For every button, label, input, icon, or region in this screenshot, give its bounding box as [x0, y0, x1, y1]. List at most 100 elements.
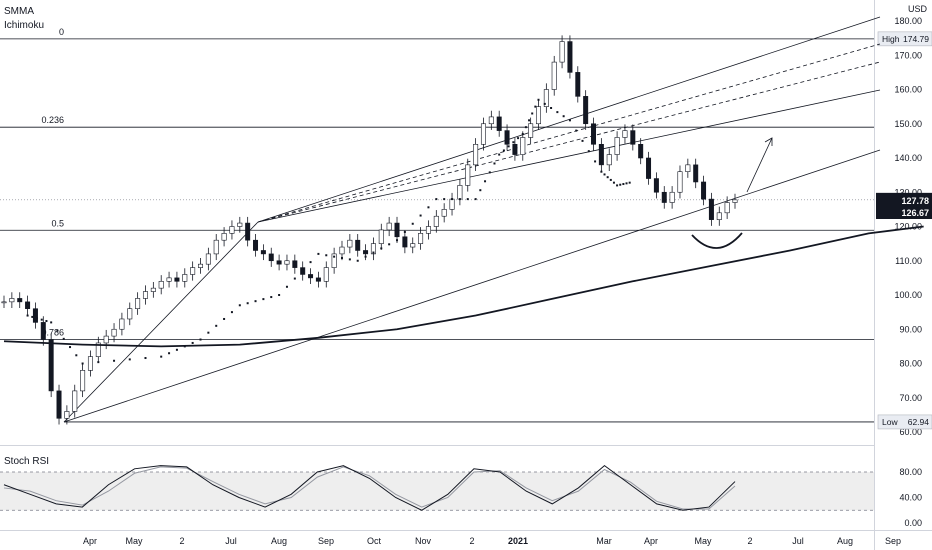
candle-body [575, 72, 581, 97]
ichimoku-dot [488, 171, 491, 174]
ichimoku-dot [160, 355, 163, 358]
ichimoku-dot [521, 133, 524, 136]
ichimoku-dot [528, 119, 531, 122]
candle-body [355, 239, 361, 251]
candle-body [638, 144, 644, 159]
candle-body [166, 277, 172, 282]
candle-body [1, 301, 7, 304]
fib-label: 0.236 [41, 115, 64, 125]
candle-body [606, 154, 612, 166]
ichimoku-dot [427, 206, 430, 209]
ichimoku-dot [246, 302, 249, 305]
candle-body [496, 116, 502, 131]
support-arc [691, 232, 743, 249]
candle-body [80, 370, 86, 392]
candle-body [40, 322, 46, 340]
indicator-ichimoku: Ichimoku [4, 20, 45, 31]
ichimoku-dot [550, 106, 553, 109]
ichimoku-dot [443, 198, 446, 201]
ichimoku-dot [388, 243, 391, 246]
time-tick-label: Nov [415, 536, 432, 546]
candle-body [441, 209, 447, 217]
ichimoku-dot [556, 111, 559, 114]
candle-body [331, 253, 337, 268]
candle-body [551, 61, 557, 90]
price-axis-border [874, 0, 875, 550]
time-tick-label: Oct [367, 536, 382, 546]
candle-body [410, 243, 416, 248]
ichimoku-dot [562, 115, 565, 118]
ichimoku-dot [411, 222, 414, 225]
fib-label: 0 [59, 27, 64, 37]
time-tick-label: Sep [318, 536, 334, 546]
ichimoku-dot [293, 277, 296, 280]
last-price-label: 127.78 [901, 196, 929, 206]
ichimoku-dot [113, 359, 116, 362]
ichimoku-dot [340, 257, 343, 260]
ichimoku-dot [183, 345, 186, 348]
ichimoku-dot [285, 285, 288, 288]
ichimoku-dot [75, 354, 78, 357]
candle-body [48, 339, 54, 392]
candle-body [724, 202, 730, 214]
candle-body [567, 41, 573, 73]
ichimoku-dot [223, 317, 226, 320]
ichimoku-dot [301, 269, 304, 272]
time-tick-label: Aug [271, 536, 287, 546]
ichimoku-dot [568, 119, 571, 122]
ichimoku-dot [537, 98, 540, 101]
candle-body [245, 222, 251, 241]
ichimoku-dot [207, 331, 210, 334]
ichimoku-dot [507, 145, 510, 148]
candle-body [339, 246, 345, 255]
ichimoku-dot [380, 247, 383, 250]
candle-body [488, 116, 494, 125]
candle-body [64, 411, 70, 419]
candle-body [32, 308, 38, 323]
candle-body [535, 106, 541, 125]
price-tick-label: 170.00 [894, 50, 922, 60]
candle-body [111, 328, 117, 337]
ichimoku-dot [493, 162, 496, 165]
ichimoku-dot [403, 230, 406, 233]
price-tick-label: 180.00 [894, 16, 922, 26]
candle-body [150, 287, 156, 292]
arrow-head [764, 137, 773, 146]
ichimoku-dot [317, 252, 320, 255]
ichimoku-dot [128, 358, 131, 361]
ichimoku-dot [62, 337, 65, 340]
price-tick-label: 90.00 [899, 324, 922, 334]
ichimoku-dot [512, 141, 515, 144]
candle-body [158, 280, 164, 289]
ichimoku-dot [616, 184, 619, 187]
smma-value-label: 126.67 [901, 208, 929, 218]
ichimoku-dot [238, 304, 241, 307]
candle-body [198, 263, 204, 268]
price-tick-label: 100.00 [894, 290, 922, 300]
stoch-rsi-label: Stoch RSI [4, 456, 50, 467]
ichimoku-dot [581, 139, 584, 142]
ichimoku-dot [56, 329, 59, 332]
rsi-tick-label: 80.00 [899, 467, 922, 477]
ichimoku-dot [278, 294, 281, 296]
ichimoku-dot [270, 296, 273, 299]
candle-body [559, 41, 565, 63]
candle-body [543, 89, 549, 107]
candle-body [260, 250, 266, 255]
ichimoku-dot [215, 324, 218, 327]
ichimoku-dot [69, 346, 72, 349]
ichimoku-dot [396, 239, 399, 242]
fib-label: 0.5 [51, 218, 64, 228]
ichimoku-dot [517, 137, 520, 140]
ichimoku-dot [474, 198, 477, 201]
candle-body [205, 253, 211, 265]
candle-body [25, 301, 31, 310]
indicator-smma: SMMA [4, 6, 34, 17]
time-tick-label: Jul [225, 536, 237, 546]
price-tick-label: 110.00 [895, 256, 922, 266]
candle-body [56, 390, 62, 419]
time-tick-label: 2 [469, 536, 474, 546]
price-tick-label: 150.00 [894, 119, 922, 129]
